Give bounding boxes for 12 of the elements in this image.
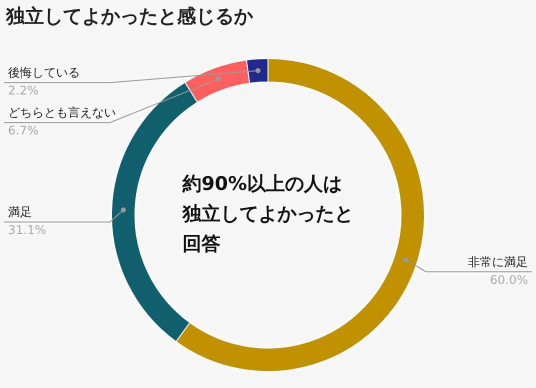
text: 回答 [182,232,220,255]
data-label: 31.1% [8,223,46,238]
slice-label: どちらとも言えない [8,106,116,120]
data-label: 2.2% [8,84,38,98]
text: 独立してよかったと [182,202,354,225]
slice-label: 満足 [8,205,32,220]
slice-label: 非常に満足 [468,254,528,269]
chart-title: 独立してよかったと感じるか [5,5,254,28]
data-label: 6.7% [8,124,38,138]
text: 約90%以上の人は [182,172,342,195]
slice-label: 後悔している [8,66,80,80]
data-label: 60.0% [490,272,528,287]
